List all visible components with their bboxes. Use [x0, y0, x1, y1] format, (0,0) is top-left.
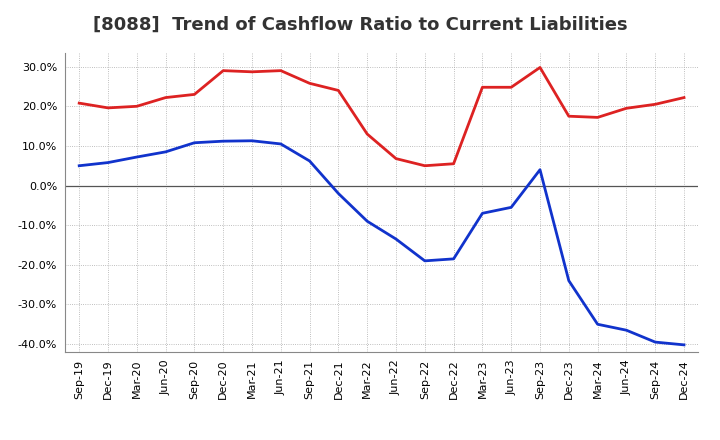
Text: [8088]  Trend of Cashflow Ratio to Current Liabilities: [8088] Trend of Cashflow Ratio to Curren… [93, 15, 627, 33]
